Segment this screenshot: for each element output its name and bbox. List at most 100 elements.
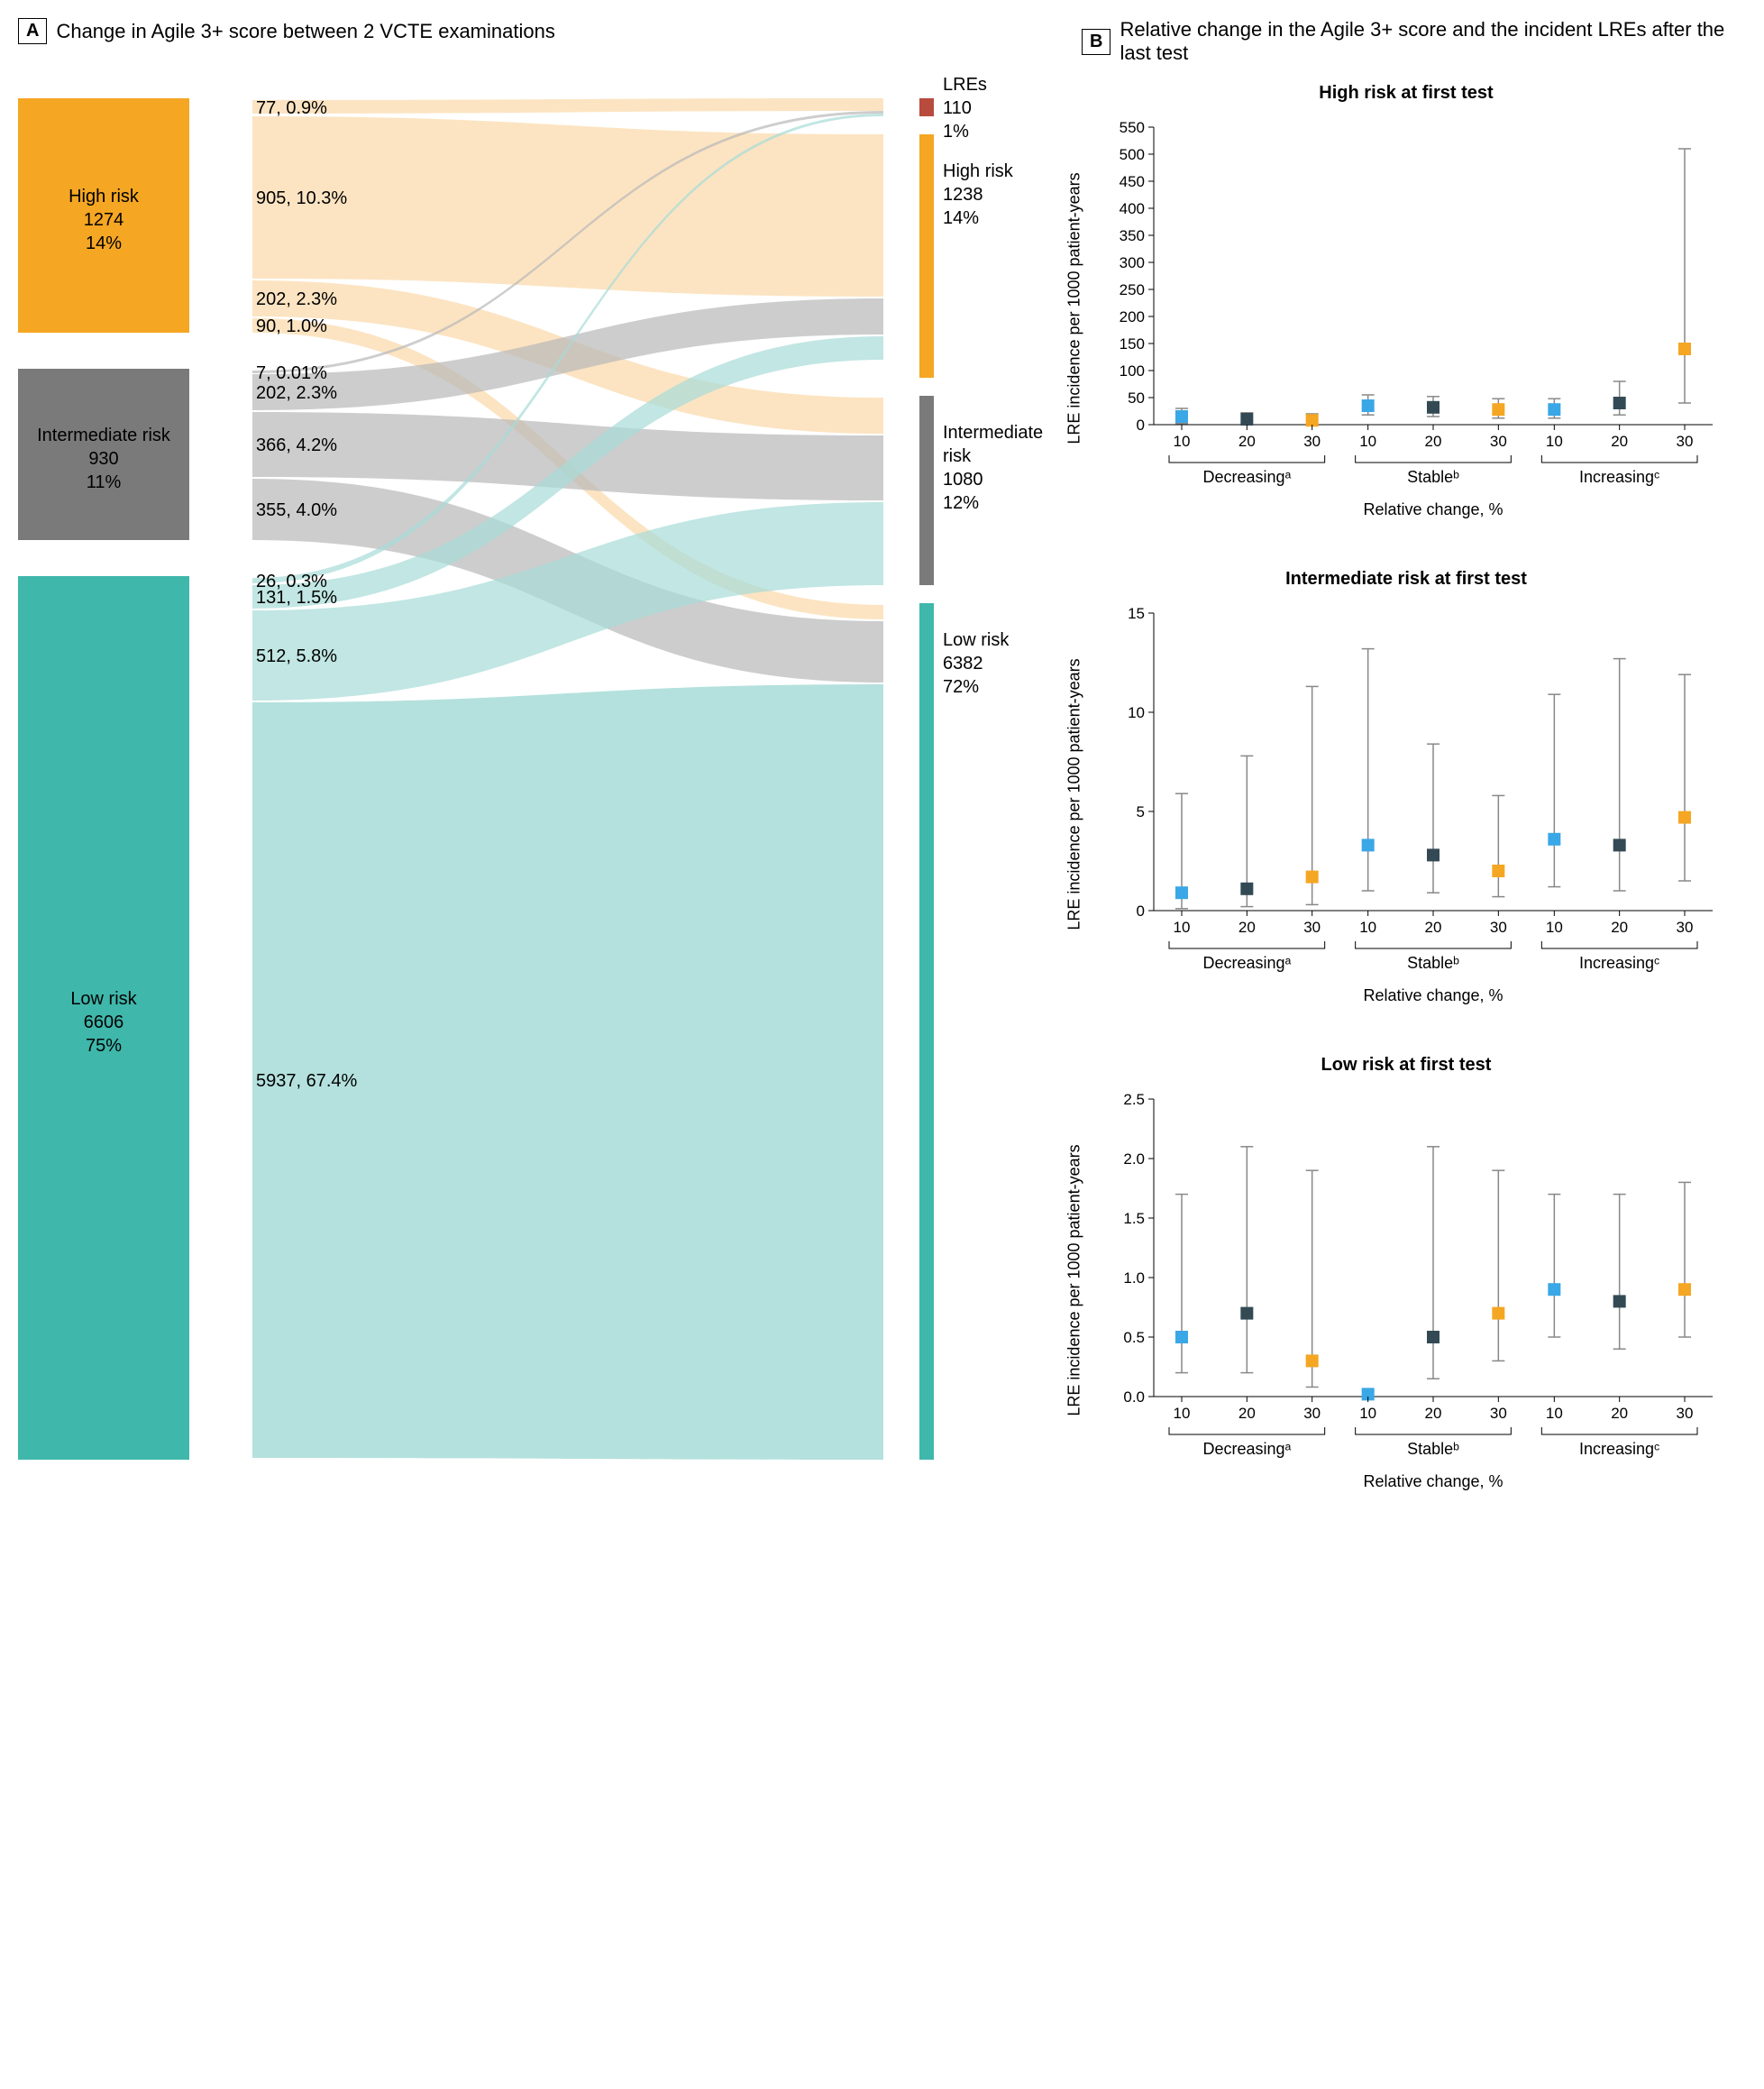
data-marker [1613, 838, 1626, 851]
svg-text:Relative change, %: Relative change, % [1363, 986, 1503, 1004]
svg-text:Relative change, %: Relative change, % [1363, 1472, 1503, 1490]
svg-text:Stableᵇ: Stableᵇ [1407, 954, 1459, 972]
svg-text:5: 5 [1137, 803, 1145, 820]
data-marker [1306, 1354, 1319, 1367]
svg-text:10: 10 [1546, 1405, 1563, 1422]
svg-text:250: 250 [1120, 281, 1145, 298]
y-axis-label: LRE incidence per 1000 patient-years [1065, 658, 1084, 930]
chart-title: Low risk at first test [1082, 1055, 1731, 1076]
svg-text:20: 20 [1425, 919, 1442, 936]
svg-text:10: 10 [1174, 1405, 1191, 1422]
svg-text:500: 500 [1120, 146, 1145, 163]
source-block-label: High risk127414% [18, 185, 189, 255]
sankey-target-bar [919, 134, 934, 378]
figure-container: A Change in Agile 3+ score between 2 VCT… [18, 18, 1746, 1541]
svg-text:Stableᵇ: Stableᵇ [1407, 468, 1459, 486]
chart-1: Intermediate risk at first test 0 5 10 15 10 2… [1082, 569, 1731, 1019]
sankey-target-bar [919, 396, 934, 585]
source-block-label: Low risk660675% [18, 987, 189, 1058]
target-bar-label: Low risk638272% [943, 628, 1009, 699]
svg-text:Increasingᶜ: Increasingᶜ [1579, 954, 1659, 972]
data-marker [1678, 1283, 1691, 1296]
svg-text:20: 20 [1425, 433, 1442, 450]
svg-text:10: 10 [1546, 433, 1563, 450]
svg-text:1.5: 1.5 [1123, 1210, 1145, 1227]
svg-text:20: 20 [1238, 1405, 1256, 1422]
svg-text:Decreasingᵃ: Decreasingᵃ [1202, 1440, 1291, 1458]
svg-text:100: 100 [1120, 362, 1145, 380]
svg-text:10: 10 [1128, 704, 1145, 721]
flow-label: 366, 4.2% [256, 434, 337, 457]
panel-b: B Relative change in the Agile 3+ score … [1082, 18, 1731, 1541]
lre-header: LREs [943, 73, 987, 96]
svg-text:Decreasingᵃ: Decreasingᵃ [1202, 468, 1291, 486]
sankey-target-bar [919, 603, 934, 1460]
svg-text:20: 20 [1238, 919, 1256, 936]
data-marker [1362, 838, 1375, 851]
flow-label: 202, 2.3% [256, 288, 337, 311]
svg-text:2.0: 2.0 [1123, 1150, 1145, 1168]
chart-2: Low risk at first test0.00.51.01.52.02.5… [1082, 1055, 1731, 1505]
svg-text:30: 30 [1303, 919, 1321, 936]
flow-label: 77, 0.9% [256, 96, 327, 120]
data-marker [1548, 1283, 1560, 1296]
data-marker [1492, 1307, 1504, 1320]
svg-text:30: 30 [1677, 433, 1694, 450]
data-marker [1548, 833, 1560, 846]
svg-text:450: 450 [1120, 173, 1145, 190]
svg-text:15: 15 [1128, 605, 1145, 622]
data-marker [1678, 811, 1691, 824]
svg-text:150: 150 [1120, 335, 1145, 353]
flow-label: 90, 1.0% [256, 315, 327, 338]
y-axis-label: LRE incidence per 1000 patient-years [1065, 1144, 1084, 1416]
svg-text:Increasingᶜ: Increasingᶜ [1579, 468, 1659, 486]
svg-text:550: 550 [1120, 119, 1145, 136]
svg-text:Decreasingᵃ: Decreasingᵃ [1202, 954, 1291, 972]
data-marker [1427, 1331, 1440, 1343]
data-marker [1306, 871, 1319, 884]
svg-text:0: 0 [1137, 417, 1145, 434]
svg-text:30: 30 [1303, 433, 1321, 450]
data-marker [1492, 865, 1504, 877]
data-marker [1240, 883, 1253, 895]
chart-svg: 051015102030102030102030DecreasingᵃStabl… [1082, 595, 1731, 1019]
svg-text:0: 0 [1137, 902, 1145, 920]
svg-text:20: 20 [1611, 1405, 1628, 1422]
svg-text:10: 10 [1546, 919, 1563, 936]
data-marker [1240, 413, 1253, 426]
chart-title: High risk at first test [1082, 83, 1731, 104]
svg-text:300: 300 [1120, 254, 1145, 271]
data-marker [1427, 401, 1440, 414]
sankey-flow [252, 98, 883, 114]
charts-stack: High risk at first test05010015020025030… [1082, 83, 1731, 1505]
data-marker [1613, 1295, 1626, 1307]
flow-label: 202, 2.3% [256, 381, 337, 405]
svg-text:10: 10 [1359, 919, 1376, 936]
chart-title: Intermediate risk at first test [1082, 569, 1731, 590]
sankey-diagram: 77, 0.9%905, 10.3%202, 2.3%90, 1.0%7, 0.… [18, 62, 1046, 1505]
svg-text:30: 30 [1490, 1405, 1507, 1422]
svg-text:1.0: 1.0 [1123, 1269, 1145, 1287]
svg-text:Stableᵇ: Stableᵇ [1407, 1440, 1459, 1458]
y-axis-label: LRE incidence per 1000 patient-years [1065, 172, 1084, 444]
svg-text:0.0: 0.0 [1123, 1388, 1145, 1406]
svg-text:20: 20 [1425, 1405, 1442, 1422]
svg-text:400: 400 [1120, 200, 1145, 217]
flow-label: 512, 5.8% [256, 645, 337, 668]
data-marker [1175, 1331, 1188, 1343]
svg-text:10: 10 [1359, 1405, 1376, 1422]
panel-a-title: Change in Agile 3+ score between 2 VCTE … [56, 20, 554, 43]
svg-text:50: 50 [1128, 389, 1145, 407]
svg-text:20: 20 [1238, 433, 1256, 450]
target-bar-label: High risk123814% [943, 160, 1013, 230]
flow-label: 905, 10.3% [256, 187, 347, 210]
chart-svg: 0501001502002503003504004505005501020301… [1082, 109, 1731, 533]
panel-b-letter: B [1082, 29, 1110, 55]
data-marker [1175, 886, 1188, 899]
svg-text:200: 200 [1120, 308, 1145, 325]
data-marker [1678, 343, 1691, 355]
data-marker [1427, 848, 1440, 861]
svg-text:350: 350 [1120, 227, 1145, 244]
svg-text:20: 20 [1611, 919, 1628, 936]
target-bar-label: 1101% [943, 96, 972, 143]
